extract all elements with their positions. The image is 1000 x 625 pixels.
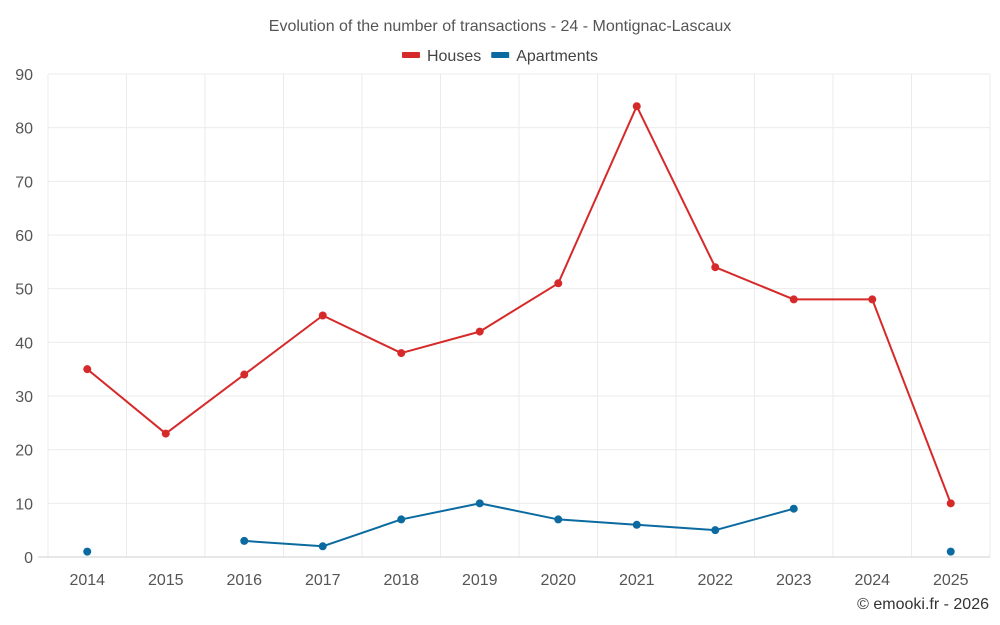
- x-axis-ticks: 2014 2015 2016 2017 2018 2019 2020 2021 2022 2023…: [69, 572, 968, 589]
- y-gridlines: [48, 73, 990, 504]
- x-tick-label: 2019: [462, 572, 498, 589]
- data-point-houses[interactable]: [318, 311, 327, 320]
- legend-item-houses[interactable]: Houses: [401, 48, 481, 65]
- data-point-apartments[interactable]: [240, 536, 249, 545]
- data-point-houses[interactable]: [240, 370, 249, 379]
- x-tick-label: 2023: [776, 572, 812, 589]
- data-point-houses[interactable]: [397, 349, 406, 358]
- y-tick-label: 10: [15, 496, 33, 513]
- x-tick-label: 2024: [854, 572, 890, 589]
- y-tick-label: 30: [15, 389, 33, 406]
- series-apartments: [83, 499, 955, 556]
- series-line-houses: [86, 105, 952, 504]
- y-axis-ticks: 0 10 20 30 40 50 60 70 80 90: [15, 67, 33, 567]
- data-point-houses[interactable]: [83, 365, 92, 374]
- data-point-houses[interactable]: [475, 327, 484, 336]
- data-point-apartments[interactable]: [318, 542, 327, 551]
- legend: Houses Apartments: [401, 48, 598, 65]
- series-houses: [83, 102, 955, 508]
- x-gridlines: [47, 74, 991, 557]
- x-tick-label: 2016: [226, 572, 262, 589]
- legend-item-apartments[interactable]: Apartments: [491, 48, 598, 65]
- x-tick-label: 2025: [933, 572, 969, 589]
- legend-label: Apartments: [516, 48, 598, 65]
- x-tick-label: 2015: [148, 572, 184, 589]
- y-tick-label: 70: [15, 174, 33, 191]
- x-tick-label: 2021: [619, 572, 655, 589]
- y-tick-label: 50: [15, 282, 33, 299]
- x-tick-label: 2014: [69, 572, 105, 589]
- data-point-apartments[interactable]: [397, 515, 406, 524]
- data-point-apartments[interactable]: [789, 504, 798, 513]
- y-tick-label: 0: [24, 550, 33, 567]
- data-point-apartments[interactable]: [83, 547, 92, 556]
- chart-title: Evolution of the number of transactions …: [269, 18, 731, 35]
- data-point-houses[interactable]: [711, 263, 720, 272]
- data-point-houses[interactable]: [554, 279, 563, 288]
- y-tick-label: 90: [15, 67, 33, 84]
- y-tick-label: 20: [15, 443, 33, 460]
- legend-swatch: [491, 52, 510, 58]
- data-point-houses[interactable]: [946, 499, 955, 508]
- series-line-apartments: [244, 502, 795, 548]
- y-tick-label: 80: [15, 121, 33, 138]
- x-tick-label: 2018: [383, 572, 419, 589]
- x-tick-label: 2020: [540, 572, 576, 589]
- credit-text: © emooki.fr - 2026: [857, 596, 989, 613]
- data-point-apartments[interactable]: [632, 520, 641, 529]
- data-point-apartments[interactable]: [475, 499, 484, 508]
- data-point-houses[interactable]: [868, 295, 877, 304]
- y-tick-label: 40: [15, 335, 33, 352]
- data-point-houses[interactable]: [789, 295, 798, 304]
- data-point-apartments[interactable]: [554, 515, 563, 524]
- x-tick-label: 2017: [305, 572, 341, 589]
- data-point-houses[interactable]: [161, 429, 170, 438]
- x-tick-label: 2022: [697, 572, 733, 589]
- data-point-apartments[interactable]: [711, 526, 720, 535]
- y-tick-label: 60: [15, 228, 33, 245]
- data-point-houses[interactable]: [632, 102, 641, 111]
- legend-label: Houses: [427, 48, 481, 65]
- series-layer: [83, 102, 955, 556]
- legend-swatch: [401, 52, 420, 58]
- data-point-apartments[interactable]: [946, 547, 955, 556]
